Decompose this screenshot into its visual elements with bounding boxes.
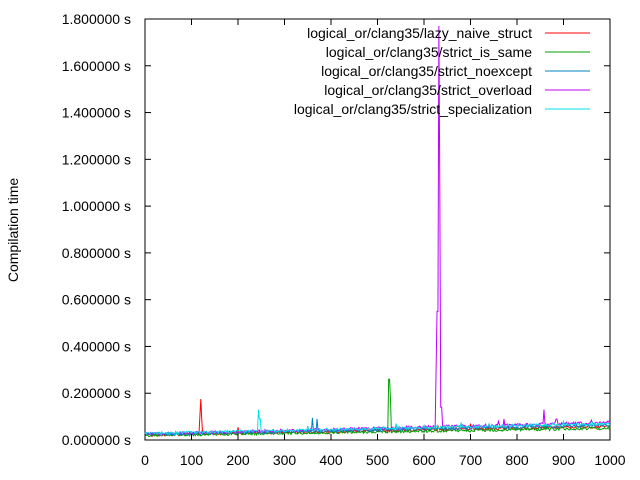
x-tick-label: 1000: [594, 452, 625, 468]
y-tick-label: 1.600000 s: [62, 58, 131, 74]
y-tick-label: 1.200000 s: [62, 151, 131, 167]
x-tick-label: 800: [505, 452, 529, 468]
y-tick-label: 0.400000 s: [62, 338, 131, 354]
legend-label: logical_or/clang35/strict_is_same: [326, 44, 532, 60]
series-layer: [144, 26, 611, 438]
y-tick-label: 0.000000 s: [62, 432, 131, 448]
y-tick-label: 1.000000 s: [62, 198, 131, 214]
x-tick-label: 100: [180, 452, 204, 468]
legend-label: logical_or/clang35/strict_overload: [324, 82, 532, 98]
x-tick-label: 300: [273, 452, 297, 468]
y-tick-label: 1.800000 s: [62, 11, 131, 27]
y-tick-label: 0.200000 s: [62, 385, 131, 401]
ticks-layer: 0 100 200 300 400 500 600 700 800 900 1000 0.000000…: [62, 11, 626, 468]
x-tick-label: 500: [366, 452, 390, 468]
legend: logical_or/clang35/lazy_naive_structlogi…: [294, 25, 590, 117]
x-tick-label: 700: [459, 452, 483, 468]
legend-label: logical_or/clang35/strict_noexcept: [321, 63, 532, 79]
legend-label: logical_or/clang35/strict_specialization: [294, 101, 532, 117]
legend-label: logical_or/clang35/lazy_naive_struct: [307, 25, 532, 41]
x-tick-label: 600: [412, 452, 436, 468]
y-tick-label: 1.400000 s: [62, 105, 131, 121]
y-axis-title: Compilation time: [5, 178, 21, 282]
x-tick-label: 200: [226, 452, 250, 468]
y-tick-label: 0.600000 s: [62, 292, 131, 308]
x-tick-label: 900: [552, 452, 576, 468]
x-tick-label: 0: [141, 452, 149, 468]
x-tick-label: 400: [319, 452, 343, 468]
series-line-5: [144, 409, 611, 436]
y-tick-label: 0.800000 s: [62, 245, 131, 261]
